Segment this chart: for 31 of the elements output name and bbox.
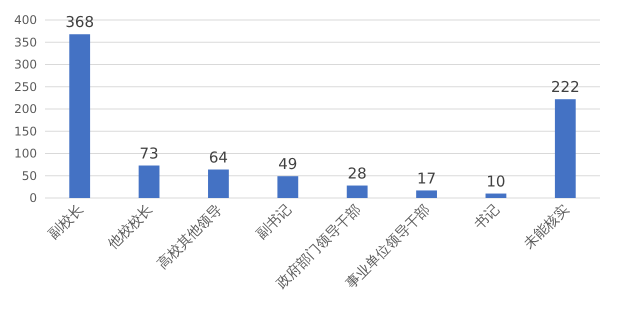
y-tick-label: 250 (14, 80, 37, 94)
data-label: 49 (278, 155, 298, 174)
y-tick-label: 150 (14, 124, 37, 138)
bar (277, 176, 298, 198)
data-label: 368 (65, 13, 94, 32)
bar (138, 166, 160, 198)
bar (69, 34, 90, 198)
y-tick-label: 100 (14, 146, 37, 160)
x-tick-label: 书记 (472, 202, 503, 233)
bar (486, 194, 506, 198)
x-tick-label: 副书记 (254, 202, 295, 243)
data-label: 10 (486, 172, 506, 191)
x-tick-label: 他校校长 (104, 202, 156, 252)
x-tick-label: 高校其他领导 (154, 202, 226, 272)
x-tick-label: 未能核实 (521, 202, 572, 252)
bar (554, 99, 576, 198)
y-tick-label: 200 (14, 102, 37, 116)
y-tick-label: 300 (14, 58, 37, 72)
x-tick-label: 副校长 (46, 202, 87, 243)
data-label: 28 (348, 164, 367, 183)
y-tick-label: 0 (29, 191, 37, 205)
data-label: 73 (140, 144, 159, 163)
y-tick-label: 400 (14, 13, 37, 27)
bar (346, 186, 368, 198)
y-tick-label: 50 (22, 168, 37, 183)
data-label: 222 (550, 78, 580, 96)
bar (416, 190, 437, 198)
bar (208, 170, 229, 198)
data-label: 64 (208, 148, 228, 167)
y-tick-label: 350 (14, 35, 37, 50)
data-label: 17 (417, 169, 436, 188)
